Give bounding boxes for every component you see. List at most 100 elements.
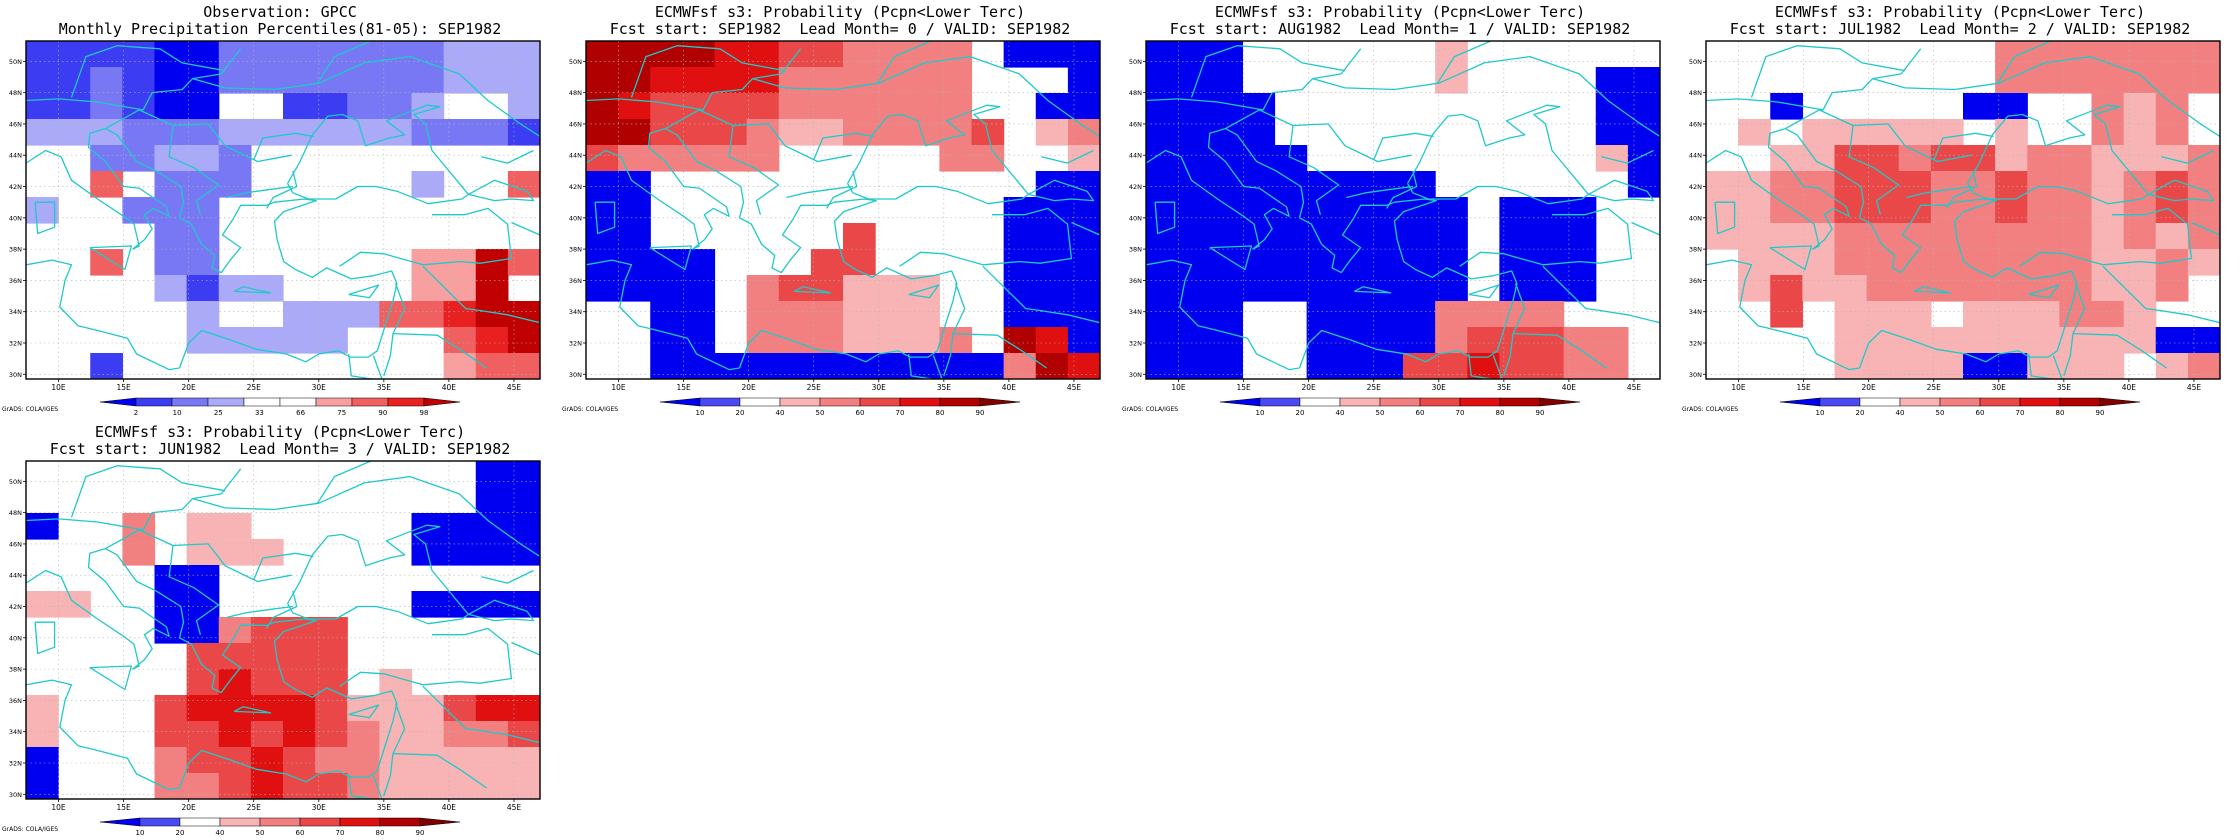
grid-cell — [218, 119, 252, 146]
grid-cell — [1995, 119, 2028, 146]
grid-cell — [26, 591, 59, 618]
colorbar-label: 70 — [1456, 409, 1465, 417]
grid-cell — [939, 327, 973, 354]
colorbar-label: 2 — [134, 409, 138, 417]
coastline — [192, 475, 540, 558]
grid-cell — [1178, 223, 1211, 250]
grid-cell — [1834, 301, 1868, 328]
grid-cell — [1898, 197, 1932, 224]
lon-tick-label: 35E — [937, 383, 952, 392]
grid-cell — [283, 67, 316, 94]
map-frame — [1145, 40, 1661, 380]
grid-cell — [154, 275, 188, 302]
grid-cell — [1802, 119, 1836, 146]
grid-cell — [315, 773, 348, 799]
grid-cell — [411, 171, 445, 198]
grid-cell — [1067, 275, 1100, 302]
lon-tick-label: 25E — [1367, 383, 1382, 392]
grid-cell — [1067, 353, 1100, 379]
grid-cell — [443, 695, 477, 722]
coastline — [1714, 201, 1736, 235]
grid-cell — [283, 721, 316, 748]
coastline — [1588, 179, 1655, 202]
grid-cell — [154, 93, 188, 120]
grid-cell — [2091, 275, 2125, 302]
coastline — [316, 41, 372, 84]
grid-cell — [907, 93, 940, 120]
grid-cell — [2091, 301, 2125, 328]
grid-cell — [1595, 93, 1629, 120]
grid-cell — [218, 721, 252, 748]
lat-tick-label: 42N — [569, 183, 582, 191]
grid-cell — [283, 119, 316, 146]
grid-cell — [1178, 171, 1211, 198]
grid-cell — [939, 119, 973, 146]
coastline — [1407, 104, 1590, 205]
grid-cell — [2155, 145, 2189, 172]
coastline — [786, 185, 853, 199]
map-panel-obs: Observation: GPCC Monthly Precipitation P… — [0, 0, 560, 420]
grid-cell — [939, 41, 973, 68]
grid-cell — [250, 669, 284, 696]
grid-cell — [218, 171, 252, 198]
lat-tick-label: 44N — [1129, 152, 1142, 160]
grid-cell — [2187, 145, 2220, 172]
coastline — [1028, 179, 1095, 202]
grid-cell — [1403, 353, 1436, 379]
grid-cell — [154, 223, 188, 250]
grid-cell — [2187, 353, 2220, 379]
grid-cell — [1963, 301, 1996, 328]
grid-cell — [1210, 119, 1243, 146]
grid-cell — [411, 301, 445, 328]
grid-cell — [1467, 327, 1500, 354]
coastline — [1848, 125, 1900, 215]
lat-tick-label: 42N — [1689, 183, 1702, 191]
grid-cell — [411, 695, 445, 722]
lat-tick-label: 34N — [1689, 308, 1702, 316]
coastline — [26, 547, 398, 789]
panel-title: ECMWFsf s3: Probability (Pcpn<Lower Terc… — [94, 423, 466, 441]
grid-cell — [315, 327, 348, 354]
map-svg: 10E 15E 20E 25E 30E 35E 40E 45E 50N 48N 46N 44N 42N 4… — [1682, 40, 2221, 417]
grid-cell — [1035, 171, 1069, 198]
grid-cell — [379, 93, 413, 120]
coastline — [594, 201, 616, 235]
coastline — [26, 468, 242, 531]
colorbar-swatch — [135, 397, 173, 407]
map-frame — [1705, 40, 2221, 380]
lon-tick-label: 45E — [507, 383, 522, 392]
grid-cell — [1898, 249, 1932, 276]
grid-cell — [1178, 327, 1211, 354]
coastline — [899, 207, 1073, 267]
grid-cell — [1866, 301, 1900, 328]
grid-cell — [218, 773, 252, 799]
grid-cell — [778, 41, 812, 68]
colorbar-swatch — [379, 817, 421, 827]
grid-cell — [1834, 353, 1868, 379]
grid-cell — [26, 747, 59, 774]
grid-cell — [507, 67, 540, 94]
grid-cell — [186, 695, 220, 722]
grid-cell — [1146, 41, 1179, 68]
colorbar: 10 20 40 50 60 70 80 90 — [659, 397, 1021, 417]
coastline — [1154, 201, 1176, 235]
colorbar-swatch — [1219, 397, 1261, 407]
coastline — [287, 104, 470, 205]
lat-tick-label: 46N — [1129, 120, 1142, 128]
grid-cell — [122, 539, 156, 566]
grid-cell — [1995, 67, 2028, 94]
grid-cell — [507, 171, 540, 198]
grid-cell — [2027, 301, 2060, 328]
coastline — [468, 599, 535, 622]
grid-cell — [26, 773, 59, 799]
lat-tick-label: 34N — [9, 308, 22, 316]
grid-cell — [1898, 353, 1932, 379]
grid-cell — [1146, 171, 1179, 198]
grid-cell — [1210, 145, 1243, 172]
grid-cell — [1003, 41, 1037, 68]
grid-cell — [26, 119, 59, 146]
grid-cell — [682, 353, 716, 379]
grid-cell — [1242, 171, 1276, 198]
lat-tick-label: 32N — [9, 760, 22, 768]
grid-cell — [1770, 275, 1803, 302]
